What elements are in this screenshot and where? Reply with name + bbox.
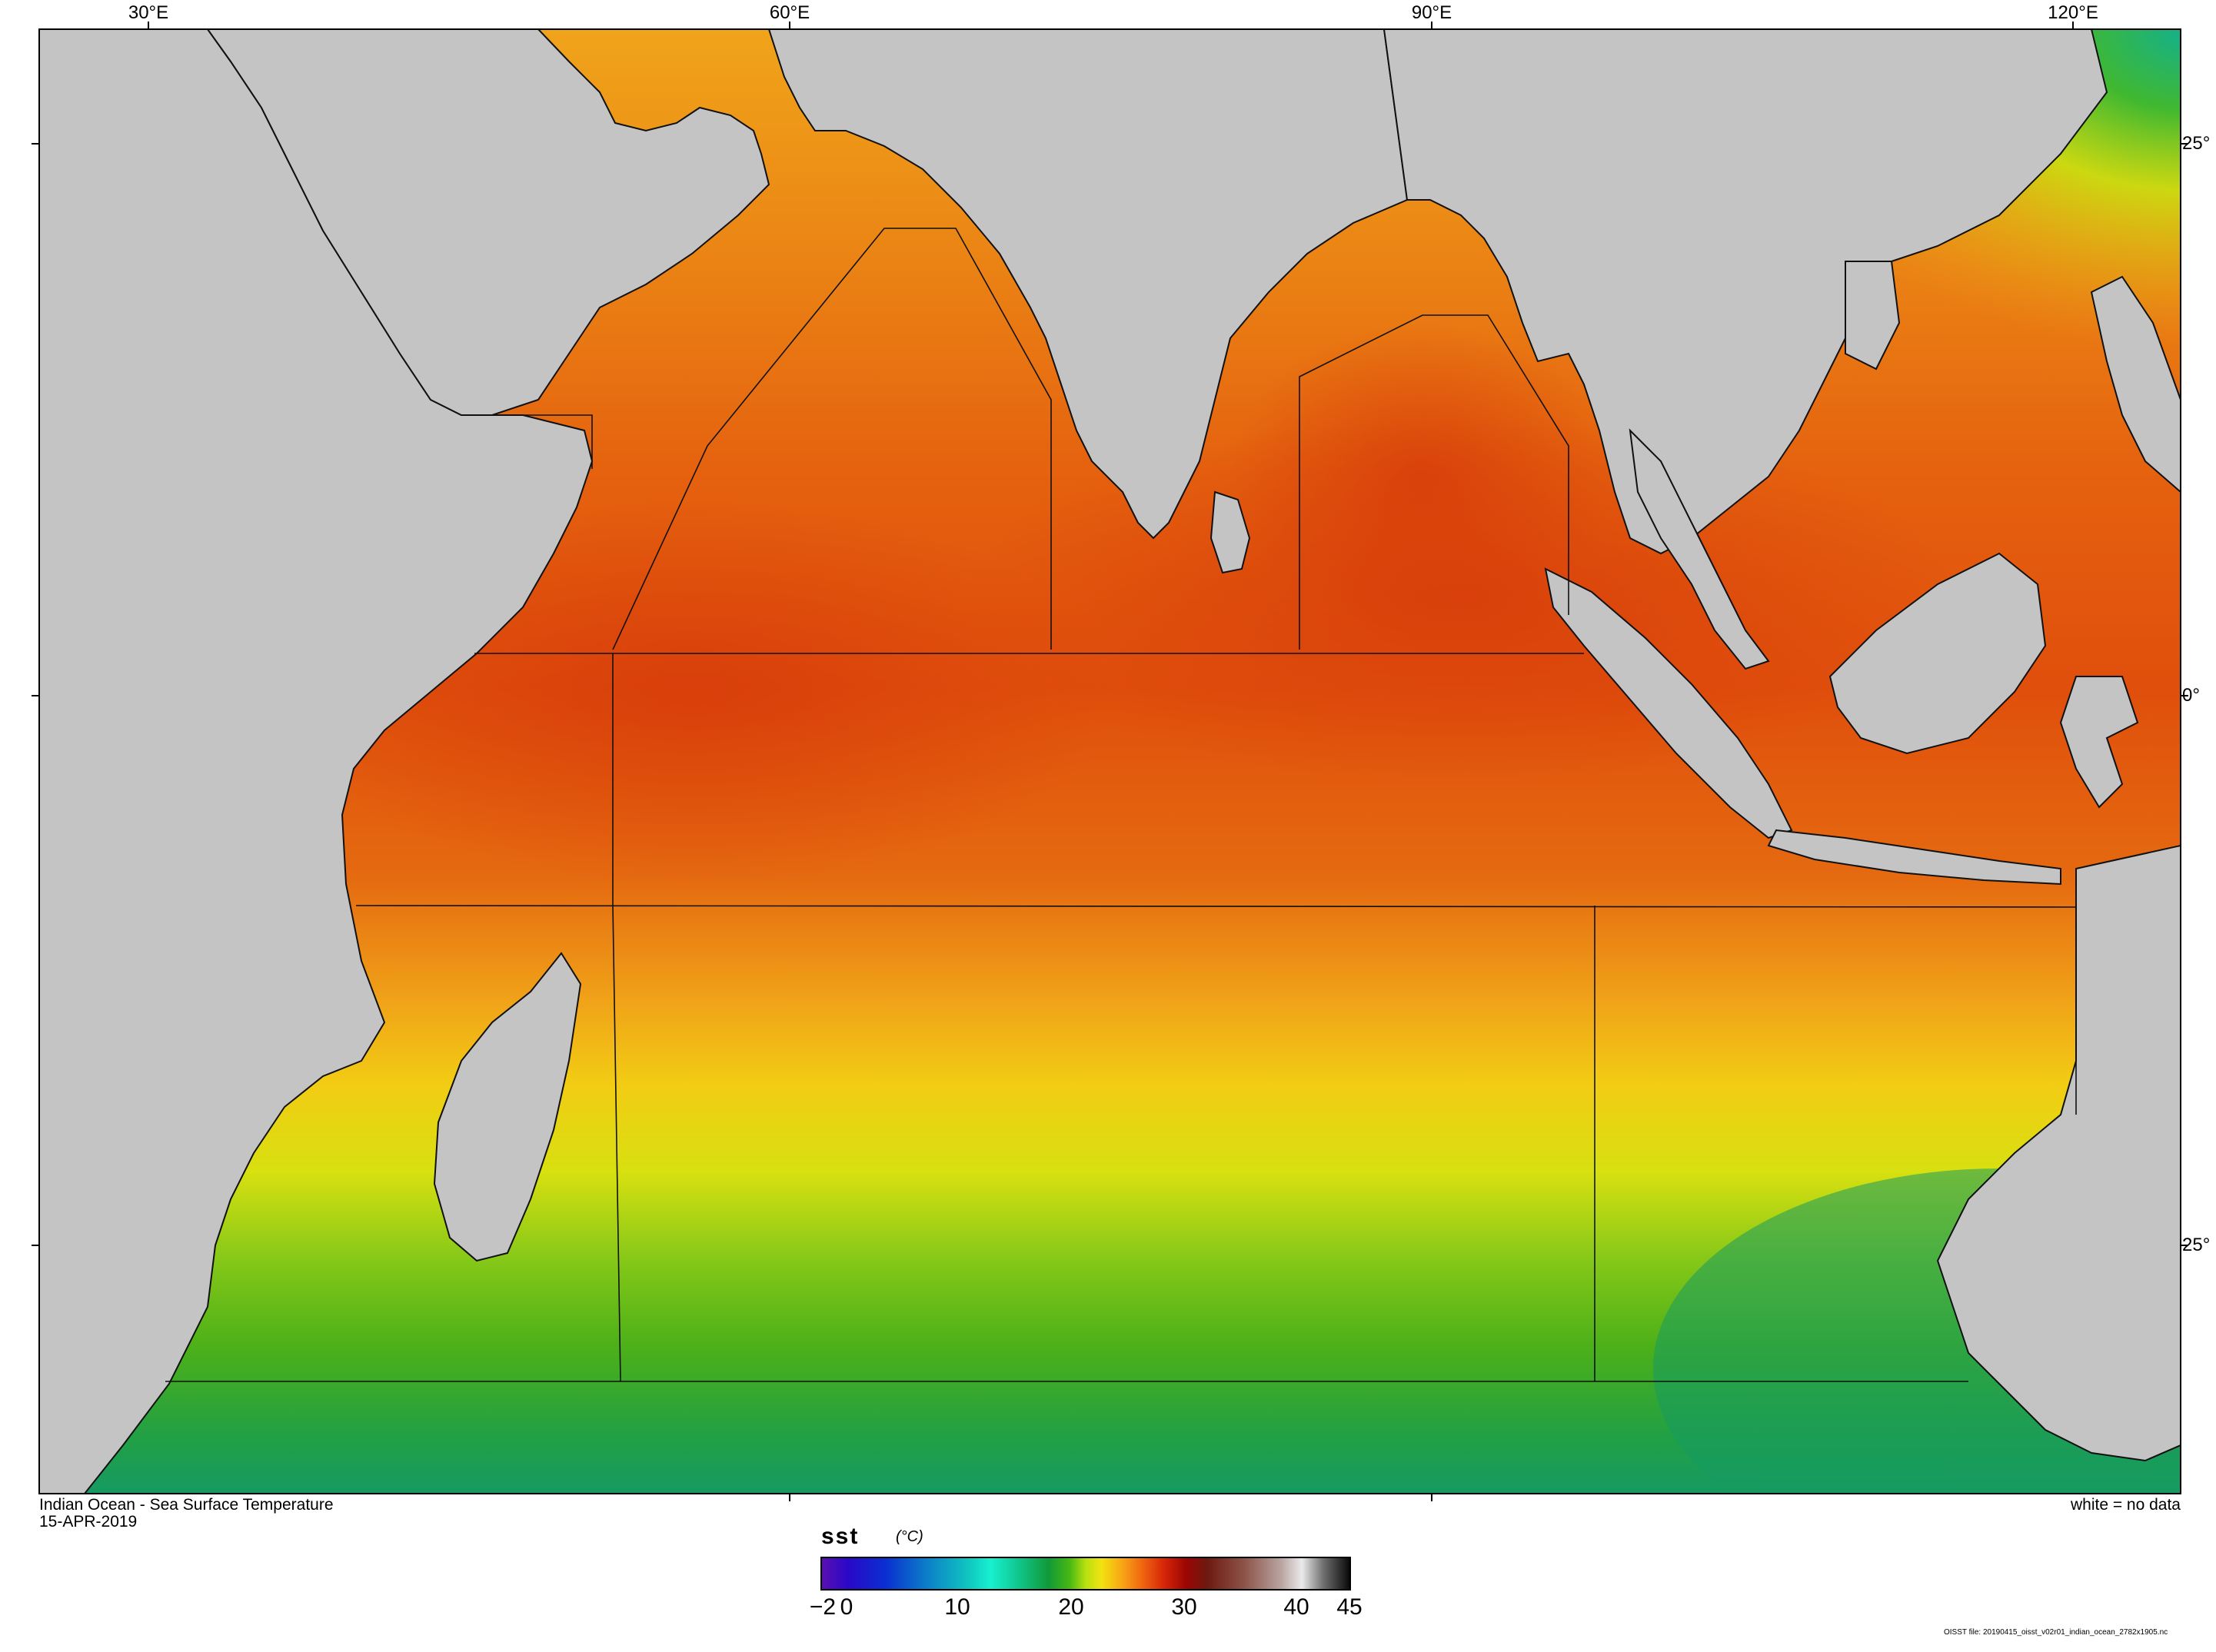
colorbar-tick: 0 (840, 1594, 853, 1620)
map-border (38, 28, 2181, 1494)
land-java (1767, 829, 2061, 886)
colorbar-tick: 45 (1336, 1594, 1363, 1620)
land-sulawesi (2059, 676, 2139, 809)
land-arabia-asia (206, 29, 770, 416)
boundary-south-1 (355, 905, 2077, 1115)
axis-ticks (32, 22, 2188, 1501)
boundary-bay-bengal (1299, 314, 1569, 650)
map-title: Indian Ocean - Sea Surface Temperature (39, 1496, 334, 1514)
basin-boundaries (165, 228, 2077, 1382)
boundary-gulf-aden (461, 414, 593, 469)
colorbar (820, 1557, 1351, 1591)
land-borneo (1828, 552, 2047, 755)
lon-label-30e: 30°E (128, 2, 169, 23)
land-australia (1936, 844, 2181, 1462)
map-date: 15-APR-2019 (39, 1513, 138, 1531)
land-india (767, 29, 1409, 540)
colorbar-tick: 10 (944, 1594, 970, 1620)
lat-label-25s: 25° (2182, 1235, 2211, 1255)
file-credit: OISST file: 20190415_oisst_v02r01_indian… (1944, 1628, 2168, 1637)
colorbar-units: (°C) (896, 1528, 923, 1545)
no-data-note: white = no data (2070, 1496, 2181, 1514)
boundary-west-meridian (612, 653, 621, 1382)
colorbar-tick: −2 (809, 1594, 837, 1620)
landmasses (39, 29, 2181, 1494)
colorbar-tick: 30 (1171, 1594, 1197, 1620)
lon-label-120e: 120°E (2048, 2, 2098, 23)
colorbar-tick: 20 (1058, 1594, 1084, 1620)
lat-label-0: 0° (2182, 685, 2200, 706)
land-sri-lanka (1209, 490, 1251, 574)
land-madagascar (433, 952, 582, 1262)
land-indochina-coast (1845, 261, 1901, 371)
warm-pool-bay (1230, 323, 1615, 630)
lat-label-25n: 25° (2182, 133, 2211, 154)
colorbar-tick: 40 (1283, 1594, 1309, 1620)
land-se-asia (1383, 29, 2108, 555)
lon-label-60e: 60°E (769, 2, 810, 23)
lon-label-90e: 90°E (1411, 2, 1452, 23)
land-malay-peninsula (1629, 428, 1770, 670)
boundary-arabian-sea (612, 228, 1052, 650)
land-philippines (2090, 275, 2181, 494)
colorbar-title: sst (821, 1524, 860, 1549)
